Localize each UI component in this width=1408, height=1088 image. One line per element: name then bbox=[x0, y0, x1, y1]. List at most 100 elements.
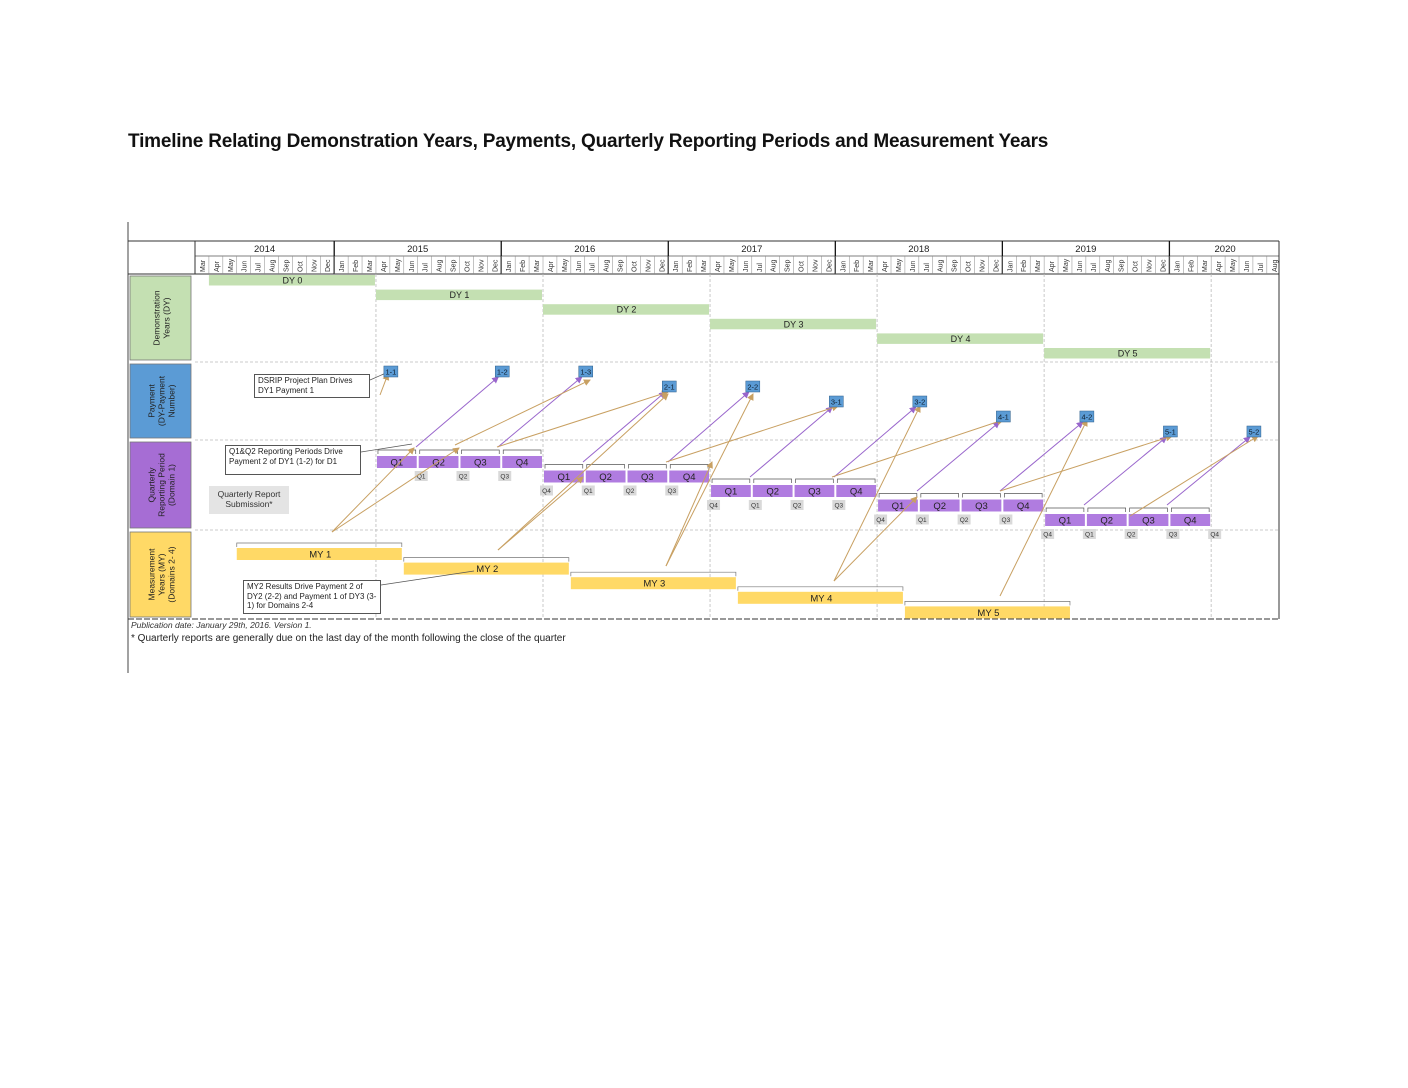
quarterly-report-submission-label: Quarterly Report Submission* bbox=[209, 486, 289, 514]
quarter-bar bbox=[752, 485, 793, 497]
quarter-bracket bbox=[419, 449, 458, 454]
month-label: Sep bbox=[283, 259, 290, 272]
quarter-bracket bbox=[1045, 507, 1085, 512]
page-title: Timeline Relating Demonstration Years, P… bbox=[128, 131, 1049, 152]
lane-label-dy: Demonstration bbox=[152, 290, 162, 346]
my-label-1: MY 2 bbox=[476, 564, 498, 575]
lane-label-qrp: (Domain 1) bbox=[167, 464, 177, 506]
month-label: Mar bbox=[701, 259, 708, 272]
dy-bar-3 bbox=[710, 318, 877, 330]
month-label: May bbox=[395, 258, 402, 272]
quarter-bar bbox=[711, 485, 751, 497]
submission-label: Q4 bbox=[1210, 532, 1219, 539]
quarter-bracket bbox=[628, 464, 667, 469]
quarter-bracket bbox=[836, 478, 876, 483]
purple-arrow bbox=[749, 406, 834, 478]
callout-pointer-dsrip bbox=[369, 372, 387, 381]
submission-label: Q1 bbox=[417, 474, 426, 481]
month-label: Nov bbox=[311, 259, 318, 272]
submission-label: Q4 bbox=[876, 517, 885, 524]
month-label: Jun bbox=[576, 261, 583, 272]
lane-label-qrp: Quarterly bbox=[147, 467, 157, 503]
month-label: Oct bbox=[464, 261, 471, 272]
quarter-bar bbox=[627, 470, 668, 483]
month-label: Nov bbox=[478, 259, 485, 272]
month-label: Nov bbox=[1147, 259, 1154, 272]
quarter-bracket bbox=[586, 464, 625, 469]
submission-label: Q1 bbox=[918, 517, 927, 524]
submission-box bbox=[832, 500, 846, 510]
lane-label-my: Years (MY) bbox=[157, 553, 167, 595]
quarter-bar bbox=[878, 499, 918, 512]
callout-pointer-my2 bbox=[380, 570, 475, 586]
month-label: Dec bbox=[325, 259, 332, 272]
quarter-bracket bbox=[1087, 507, 1126, 512]
month-label: Oct bbox=[631, 261, 638, 272]
purple-arrow bbox=[582, 391, 667, 463]
month-label: Jan bbox=[506, 261, 513, 272]
month-label: May bbox=[228, 258, 235, 272]
month-label: May bbox=[729, 258, 736, 272]
month-label: Sep bbox=[785, 259, 792, 272]
submission-box bbox=[957, 514, 971, 525]
submission-box bbox=[1041, 529, 1055, 539]
submission-label: Q4 bbox=[542, 488, 551, 495]
purple-arrow bbox=[667, 391, 750, 463]
month-label: Feb bbox=[520, 260, 527, 272]
my-bracket bbox=[570, 571, 737, 577]
lane-label-pay: Payment bbox=[147, 384, 157, 418]
my-bracket bbox=[904, 601, 1071, 606]
month-label: Sep bbox=[451, 259, 458, 272]
quarter-bracket bbox=[920, 493, 959, 498]
tan-arrow bbox=[831, 418, 1004, 478]
payment-label-1-2: 1-2 bbox=[497, 368, 508, 377]
submission-box bbox=[915, 514, 929, 525]
month-label: May bbox=[1230, 258, 1237, 272]
month-label: May bbox=[896, 258, 903, 272]
quarter-label: Q4 bbox=[1184, 516, 1197, 527]
month-label: Jun bbox=[1077, 261, 1084, 272]
year-label-2017: 2017 bbox=[741, 244, 762, 255]
quarter-bracket bbox=[878, 493, 918, 498]
purple-arrow bbox=[497, 376, 583, 448]
submission-box bbox=[498, 471, 512, 481]
tan-arrow bbox=[665, 404, 839, 463]
payment-box-3-2 bbox=[912, 395, 928, 408]
month-label: Jul bbox=[1258, 263, 1265, 272]
quarter-label: Q2 bbox=[933, 501, 946, 512]
year-label-2016: 2016 bbox=[574, 244, 595, 255]
submission-label: Q1 bbox=[584, 488, 593, 495]
my-bar-3 bbox=[737, 591, 903, 604]
quarter-label: Q2 bbox=[432, 458, 445, 469]
arrows bbox=[331, 372, 1259, 597]
year-label-2015: 2015 bbox=[407, 244, 428, 255]
my-bar-0 bbox=[236, 548, 402, 560]
month-label: Apr bbox=[381, 260, 388, 272]
submission-label: Q3 bbox=[667, 488, 676, 495]
month-label: Jun bbox=[409, 261, 416, 272]
month-label: Jun bbox=[1244, 261, 1251, 272]
quarter-label: Q4 bbox=[1017, 501, 1030, 512]
quarter-bracket bbox=[377, 449, 417, 454]
month-label: Mar bbox=[1202, 259, 1209, 272]
dy-bar-2 bbox=[543, 304, 710, 315]
quarter-bar bbox=[1086, 514, 1127, 526]
quarter-bar bbox=[1045, 514, 1085, 526]
quarterly-reporting-bars: Q1 Q2 Q3 Q4 Q1 Q2 Q3 Q1 Q2 Q3 Q4 Q4 Q1 Q2 Q3 Q1 Q2 Q3 Q4 Q4… bbox=[376, 449, 1222, 539]
submission-label: Q3 bbox=[1169, 532, 1178, 539]
payment-label-2-2: 2-2 bbox=[747, 383, 758, 392]
payment-label-3-1: 3-1 bbox=[831, 398, 842, 407]
month-label: Jan bbox=[339, 261, 346, 272]
quarter-bar bbox=[669, 470, 710, 483]
lane-box-my bbox=[129, 531, 192, 618]
quarter-label: Q4 bbox=[516, 458, 529, 469]
publication-date-note: Publication date: January 29th, 2016. Ve… bbox=[131, 620, 312, 630]
month-label: Feb bbox=[1188, 260, 1195, 272]
payment-label-5-2: 5-2 bbox=[1248, 428, 1259, 437]
payment-label-4-2: 4-2 bbox=[1081, 413, 1092, 422]
my-bracket bbox=[737, 586, 904, 591]
payment-label-3-2: 3-2 bbox=[914, 398, 925, 407]
submission-label: Q3 bbox=[834, 503, 843, 510]
quarter-label: Q2 bbox=[1100, 516, 1113, 527]
